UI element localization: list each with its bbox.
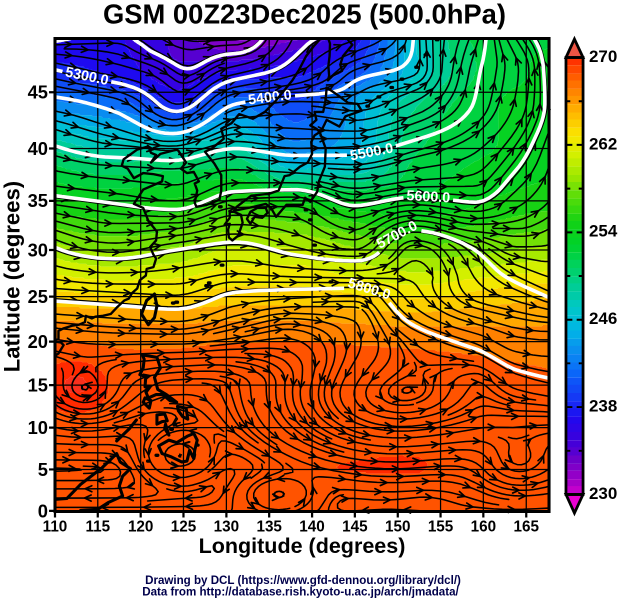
svg-text:150: 150 — [385, 519, 410, 536]
svg-text:0: 0 — [38, 500, 48, 521]
svg-text:120: 120 — [128, 519, 153, 536]
svg-text:GSM 00Z23Dec2025 (500.0hPa): GSM 00Z23Dec2025 (500.0hPa) — [103, 0, 506, 30]
svg-text:135: 135 — [256, 519, 282, 536]
svg-text:Longitude (degrees): Longitude (degrees) — [199, 534, 406, 558]
svg-text:10: 10 — [28, 417, 48, 438]
svg-text:20: 20 — [28, 331, 48, 352]
svg-text:115: 115 — [86, 519, 111, 536]
svg-text:238: 238 — [589, 396, 617, 415]
svg-text:Latitude (degrees): Latitude (degrees) — [0, 181, 25, 372]
svg-text:5600.0: 5600.0 — [406, 188, 451, 206]
svg-text:45: 45 — [28, 82, 48, 103]
svg-text:165: 165 — [513, 519, 539, 536]
svg-text:Drawing by DCL (https://www.gf: Drawing by DCL (https://www.gfd-dennou.o… — [145, 575, 461, 587]
svg-text:25: 25 — [28, 286, 48, 307]
svg-text:230: 230 — [589, 484, 617, 503]
svg-text:40: 40 — [28, 138, 48, 159]
svg-text:145: 145 — [342, 519, 368, 536]
svg-text:5: 5 — [38, 459, 48, 480]
svg-text:155: 155 — [428, 519, 454, 536]
svg-text:125: 125 — [171, 519, 197, 536]
svg-text:246: 246 — [589, 309, 617, 328]
svg-text:254: 254 — [589, 222, 618, 241]
svg-text:130: 130 — [214, 519, 239, 536]
svg-text:30: 30 — [28, 239, 48, 260]
svg-text:Data from http://database.rish: Data from http://database.rish.kyoto-u.a… — [142, 586, 459, 598]
svg-text:270: 270 — [589, 47, 617, 66]
svg-text:140: 140 — [299, 519, 324, 536]
svg-text:262: 262 — [589, 134, 617, 153]
svg-text:15: 15 — [28, 375, 48, 396]
svg-text:110: 110 — [43, 519, 68, 536]
svg-text:35: 35 — [28, 190, 48, 211]
svg-text:160: 160 — [471, 519, 496, 536]
